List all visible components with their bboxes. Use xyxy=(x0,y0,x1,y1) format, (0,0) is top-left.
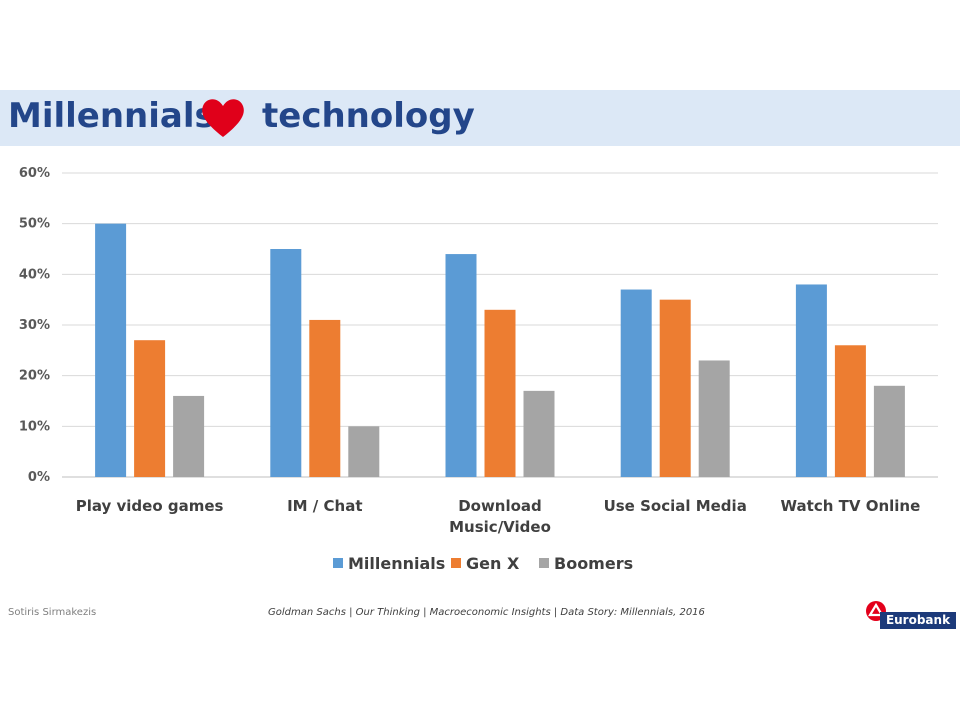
bar-millennials xyxy=(95,223,127,477)
bar-gen-x xyxy=(484,309,516,477)
x-category-label: Use Social Media xyxy=(604,497,747,515)
y-tick-label: 20% xyxy=(19,369,50,384)
bar-boomers xyxy=(873,385,905,477)
source-citation: Goldman Sachs | Our Thinking | Macroecon… xyxy=(268,607,705,618)
eurobank-logo: Eurobank xyxy=(862,600,956,630)
bar-boomers xyxy=(523,390,555,477)
x-category-label: Watch TV Online xyxy=(781,497,921,515)
legend-label: Millennials xyxy=(348,554,445,573)
heart-shape xyxy=(202,99,244,137)
legend-label: Gen X xyxy=(466,554,520,573)
heart-icon xyxy=(202,99,244,137)
y-tick-label: 30% xyxy=(19,318,50,333)
bar-gen-x xyxy=(134,340,166,477)
legend-swatch xyxy=(539,558,549,568)
x-category-label: Play video games xyxy=(76,497,224,515)
bar-millennials xyxy=(620,289,652,477)
bar-gen-x xyxy=(309,319,341,477)
y-tick-label: 40% xyxy=(19,267,50,282)
bar-chart: 0% 10% 20% 30% 40% 50% 60% Play video games IM /… xyxy=(19,166,938,573)
y-tick-label: 60% xyxy=(19,166,50,181)
slide-title-part1: Millennials xyxy=(8,96,215,136)
bar-millennials xyxy=(270,249,302,477)
x-category-label: Download xyxy=(458,497,542,515)
x-category-label: IM / Chat xyxy=(287,497,362,515)
bar-boomers xyxy=(348,426,380,477)
bar-gen-x xyxy=(659,299,691,477)
legend-swatch xyxy=(451,558,461,568)
legend-label: Boomers xyxy=(554,554,633,573)
y-tick-label: 50% xyxy=(19,217,50,232)
legend-swatch xyxy=(333,558,343,568)
bar-millennials xyxy=(445,254,477,477)
bar-millennials xyxy=(795,284,827,477)
title-band xyxy=(0,90,960,146)
bar-boomers xyxy=(173,395,205,477)
y-tick-label: 0% xyxy=(28,470,50,485)
x-category-label: Music/Video xyxy=(449,518,551,536)
author-credit: Sotiris Sirmakezis xyxy=(8,607,97,618)
bar-boomers xyxy=(698,360,730,477)
bar-gen-x xyxy=(834,345,866,477)
y-tick-label: 10% xyxy=(19,419,50,434)
slide-title-part2: technology xyxy=(262,96,475,136)
eurobank-logo-text: Eurobank xyxy=(880,612,956,629)
